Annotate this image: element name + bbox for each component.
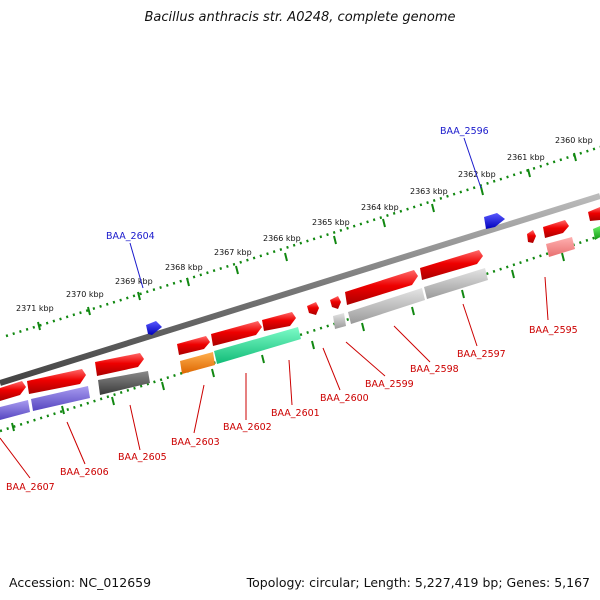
topology-text: Topology: circular; Length: 5,227,419 bp… [246, 575, 590, 590]
gene-baa-2600-fwd[interactable] [307, 302, 319, 315]
gene-label-baa-2601: BAA_2601 [271, 408, 320, 419]
gene-edge-fwd[interactable] [588, 207, 600, 221]
forward-genes [0, 207, 600, 401]
kbp-label-2368: 2368 kbp [165, 263, 203, 272]
gene-edge-rev[interactable] [593, 226, 600, 240]
reverse-genes [0, 226, 600, 420]
gene-baa-2597-fwd[interactable] [420, 250, 483, 280]
gene-label-baa-2603: BAA_2603 [171, 437, 220, 448]
kbp-label-2366: 2366 kbp [263, 234, 301, 243]
scale-track-inner [0, 234, 600, 433]
gene-label-baa-2597: BAA_2597 [457, 349, 506, 360]
kbp-label-2364: 2364 kbp [361, 203, 399, 212]
inner-ticks [11, 252, 565, 432]
gene-baa-2603-rev[interactable] [180, 352, 215, 374]
gene-baa-2601-fwd[interactable] [262, 312, 296, 331]
gene-label-baa-2596: BAA_2596 [440, 126, 489, 137]
kbp-label-2367: 2367 kbp [214, 248, 252, 257]
gene-label-baa-2605: BAA_2605 [118, 452, 167, 463]
gene-baa-2602-rev[interactable] [214, 327, 301, 364]
gene-label-baa-2595: BAA_2595 [529, 325, 578, 336]
kbp-label-2360: 2360 kbp [555, 136, 593, 145]
leader-lines [0, 137, 549, 479]
gene-baa-2604[interactable] [146, 321, 162, 335]
gene-baa-2605-rev[interactable] [98, 371, 150, 395]
gene-baa-2602-fwd[interactable] [211, 321, 262, 346]
gene-baa-2596[interactable] [484, 213, 505, 229]
gene-label-baa-2607: BAA_2607 [6, 482, 55, 493]
gene-labels: BAA_2596 BAA_2604 BAA_2595 BAA_2597 BAA_… [6, 126, 578, 493]
gene-label-baa-2606: BAA_2606 [60, 467, 109, 478]
gene-label-baa-2604: BAA_2604 [106, 231, 155, 242]
kbp-label-2370: 2370 kbp [66, 290, 104, 299]
gene-label-baa-2598: BAA_2598 [410, 364, 459, 375]
gene-label-baa-2600: BAA_2600 [320, 393, 369, 404]
kbp-ticks [37, 152, 577, 331]
gene-baa-2605-fwd[interactable] [95, 353, 144, 376]
accession-text: Accession: NC_012659 [9, 575, 152, 590]
scale-track-outer [5, 145, 600, 338]
gene-baa-2607-fwd[interactable] [0, 381, 26, 401]
map-title: Bacillus anthracis str. A0248, complete … [144, 10, 456, 25]
gene-baa-2607-rev[interactable] [0, 400, 30, 420]
gene-baa-2599-rev[interactable] [348, 288, 425, 324]
kbp-label-2369: 2369 kbp [115, 277, 153, 286]
gene-label-baa-2599: BAA_2599 [365, 379, 414, 390]
kbp-label-2363: 2363 kbp [410, 187, 448, 196]
gene-baa-2598-rev[interactable] [424, 268, 488, 299]
kbp-label-2361: 2361 kbp [507, 153, 545, 162]
kbp-label-2371: 2371 kbp [16, 304, 54, 313]
gene-baa-2600-rev[interactable] [333, 313, 346, 329]
gene-baa-2606-rev[interactable] [31, 386, 90, 411]
gene-baa-2598-fwd[interactable] [345, 270, 418, 305]
genome-backbone [0, 193, 600, 386]
gene-baa-2595-rev[interactable] [546, 237, 575, 257]
gene-label-baa-2602: BAA_2602 [223, 422, 272, 433]
gene-baa-2599-fwd[interactable] [330, 296, 341, 309]
gene-small-fwd[interactable] [527, 230, 536, 243]
gene-baa-2603-fwd[interactable] [177, 336, 210, 355]
kbp-label-2365: 2365 kbp [312, 218, 350, 227]
gene-baa-2595-fwd[interactable] [543, 220, 569, 238]
gene-baa-2606-fwd[interactable] [27, 369, 86, 394]
